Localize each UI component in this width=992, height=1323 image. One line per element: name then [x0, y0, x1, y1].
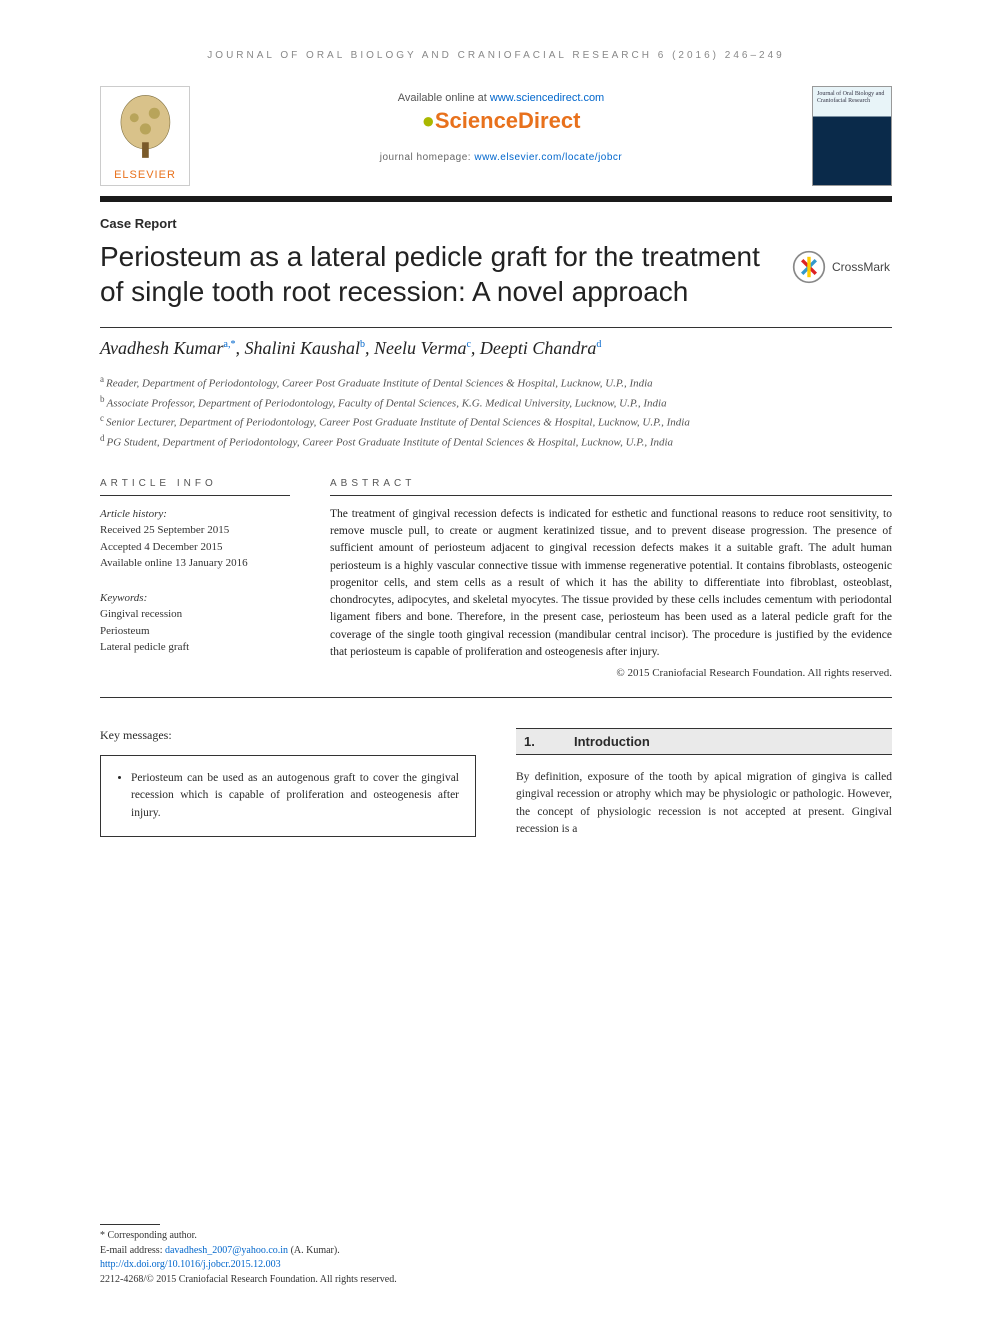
- thin-rule-1: [100, 327, 892, 328]
- header-center: Available online at www.sciencedirect.co…: [210, 86, 792, 163]
- keyword: Gingival recession: [100, 606, 290, 623]
- section-heading: 1. Introduction: [516, 728, 892, 755]
- email-line: E-mail address: davadhesh_2007@yahoo.co.…: [100, 1244, 480, 1259]
- thin-rule-2: [100, 697, 892, 698]
- section-body: By definition, exposure of the tooth by …: [516, 769, 892, 838]
- article-title: Periosteum as a lateral pedicle graft fo…: [100, 239, 772, 309]
- keyword: Periosteum: [100, 623, 290, 640]
- abstract-text: The treatment of gingival recession defe…: [330, 506, 892, 661]
- email-label: E-mail address:: [100, 1245, 165, 1256]
- journal-header: ELSEVIER Available online at www.science…: [100, 86, 892, 186]
- history-label: Article history:: [100, 506, 290, 523]
- introduction-column: 1. Introduction By definition, exposure …: [516, 728, 892, 838]
- sciencedirect-link[interactable]: www.sciencedirect.com: [490, 92, 604, 104]
- section-number: 1.: [516, 729, 566, 754]
- key-messages-label: Key messages:: [100, 728, 476, 743]
- key-message-item: Periosteum can be used as an autogenous …: [131, 770, 459, 822]
- footnote-rule: [100, 1224, 160, 1225]
- cover-title: Journal of Oral Biology and Craniofacial…: [817, 91, 887, 104]
- corresponding-author: * Corresponding author.: [100, 1229, 480, 1244]
- keywords-block: Keywords: Gingival recession Periosteum …: [100, 590, 290, 656]
- sd-dot-icon: ●: [422, 108, 435, 133]
- affiliation-line: bAssociate Professor, Department of Peri…: [100, 393, 892, 413]
- key-messages-box: Periosteum can be used as an autogenous …: [100, 755, 476, 837]
- crossmark-label: CrossMark: [832, 260, 890, 274]
- author-email-link[interactable]: davadhesh_2007@yahoo.co.in: [165, 1245, 288, 1256]
- author-list: Avadhesh Kumara,*, Shalini Kaushalb, Nee…: [100, 338, 892, 359]
- abstract-heading: ABSTRACT: [330, 478, 892, 496]
- affiliation-line: cSenior Lecturer, Department of Periodon…: [100, 412, 892, 432]
- history-line: Received 25 September 2015: [100, 522, 290, 539]
- journal-homepage-link[interactable]: www.elsevier.com/locate/jobcr: [474, 152, 622, 163]
- affiliation-line: dPG Student, Department of Periodontolog…: [100, 432, 892, 452]
- article-history: Article history: Received 25 September 2…: [100, 506, 290, 572]
- affiliation-line: aReader, Department of Periodontology, C…: [100, 373, 892, 393]
- elsevier-label: ELSEVIER: [114, 169, 176, 181]
- article-info-column: ARTICLE INFO Article history: Received 2…: [100, 478, 290, 679]
- key-messages-column: Key messages: Periosteum can be used as …: [100, 728, 476, 838]
- author-name: Deepti Chandrad: [480, 338, 602, 358]
- crossmark-icon: [792, 250, 826, 284]
- article-info-heading: ARTICLE INFO: [100, 478, 290, 496]
- history-line: Accepted 4 December 2015: [100, 539, 290, 556]
- journal-homepage-line: journal homepage: www.elsevier.com/locat…: [210, 152, 792, 163]
- history-line: Available online 13 January 2016: [100, 555, 290, 572]
- section-title: Introduction: [566, 729, 892, 754]
- keyword: Lateral pedicle graft: [100, 639, 290, 656]
- homepage-prefix: journal homepage:: [380, 152, 475, 163]
- running-head: JOURNAL OF ORAL BIOLOGY AND CRANIOFACIAL…: [100, 50, 892, 61]
- abstract-column: ABSTRACT The treatment of gingival reces…: [330, 478, 892, 679]
- article-type-label: Case Report: [100, 216, 892, 231]
- doi-link[interactable]: http://dx.doi.org/10.1016/j.jobcr.2015.1…: [100, 1259, 281, 1270]
- elsevier-logo: ELSEVIER: [100, 86, 190, 186]
- abstract-copyright: © 2015 Craniofacial Research Foundation.…: [330, 667, 892, 679]
- journal-cover-thumbnail: Journal of Oral Biology and Craniofacial…: [812, 86, 892, 186]
- affiliations: aReader, Department of Periodontology, C…: [100, 373, 892, 452]
- author-name: Shalini Kaushalb: [244, 338, 365, 358]
- keywords-label: Keywords:: [100, 590, 290, 607]
- author-name: Avadhesh Kumara,*: [100, 338, 235, 358]
- available-online-line: Available online at www.sciencedirect.co…: [210, 92, 792, 104]
- footnotes: * Corresponding author. E-mail address: …: [100, 1224, 480, 1287]
- thick-rule: [100, 196, 892, 202]
- sciencedirect-logo: ●ScienceDirect: [422, 108, 581, 134]
- email-suffix: (A. Kumar).: [288, 1245, 340, 1256]
- tree-icon: [112, 91, 179, 169]
- author-name: Neelu Vermac: [374, 338, 471, 358]
- sd-brand-text: ScienceDirect: [435, 108, 581, 133]
- available-prefix: Available online at: [398, 92, 490, 104]
- issn-copyright: 2212-4268/© 2015 Craniofacial Research F…: [100, 1273, 480, 1288]
- crossmark-badge[interactable]: CrossMark: [792, 247, 892, 287]
